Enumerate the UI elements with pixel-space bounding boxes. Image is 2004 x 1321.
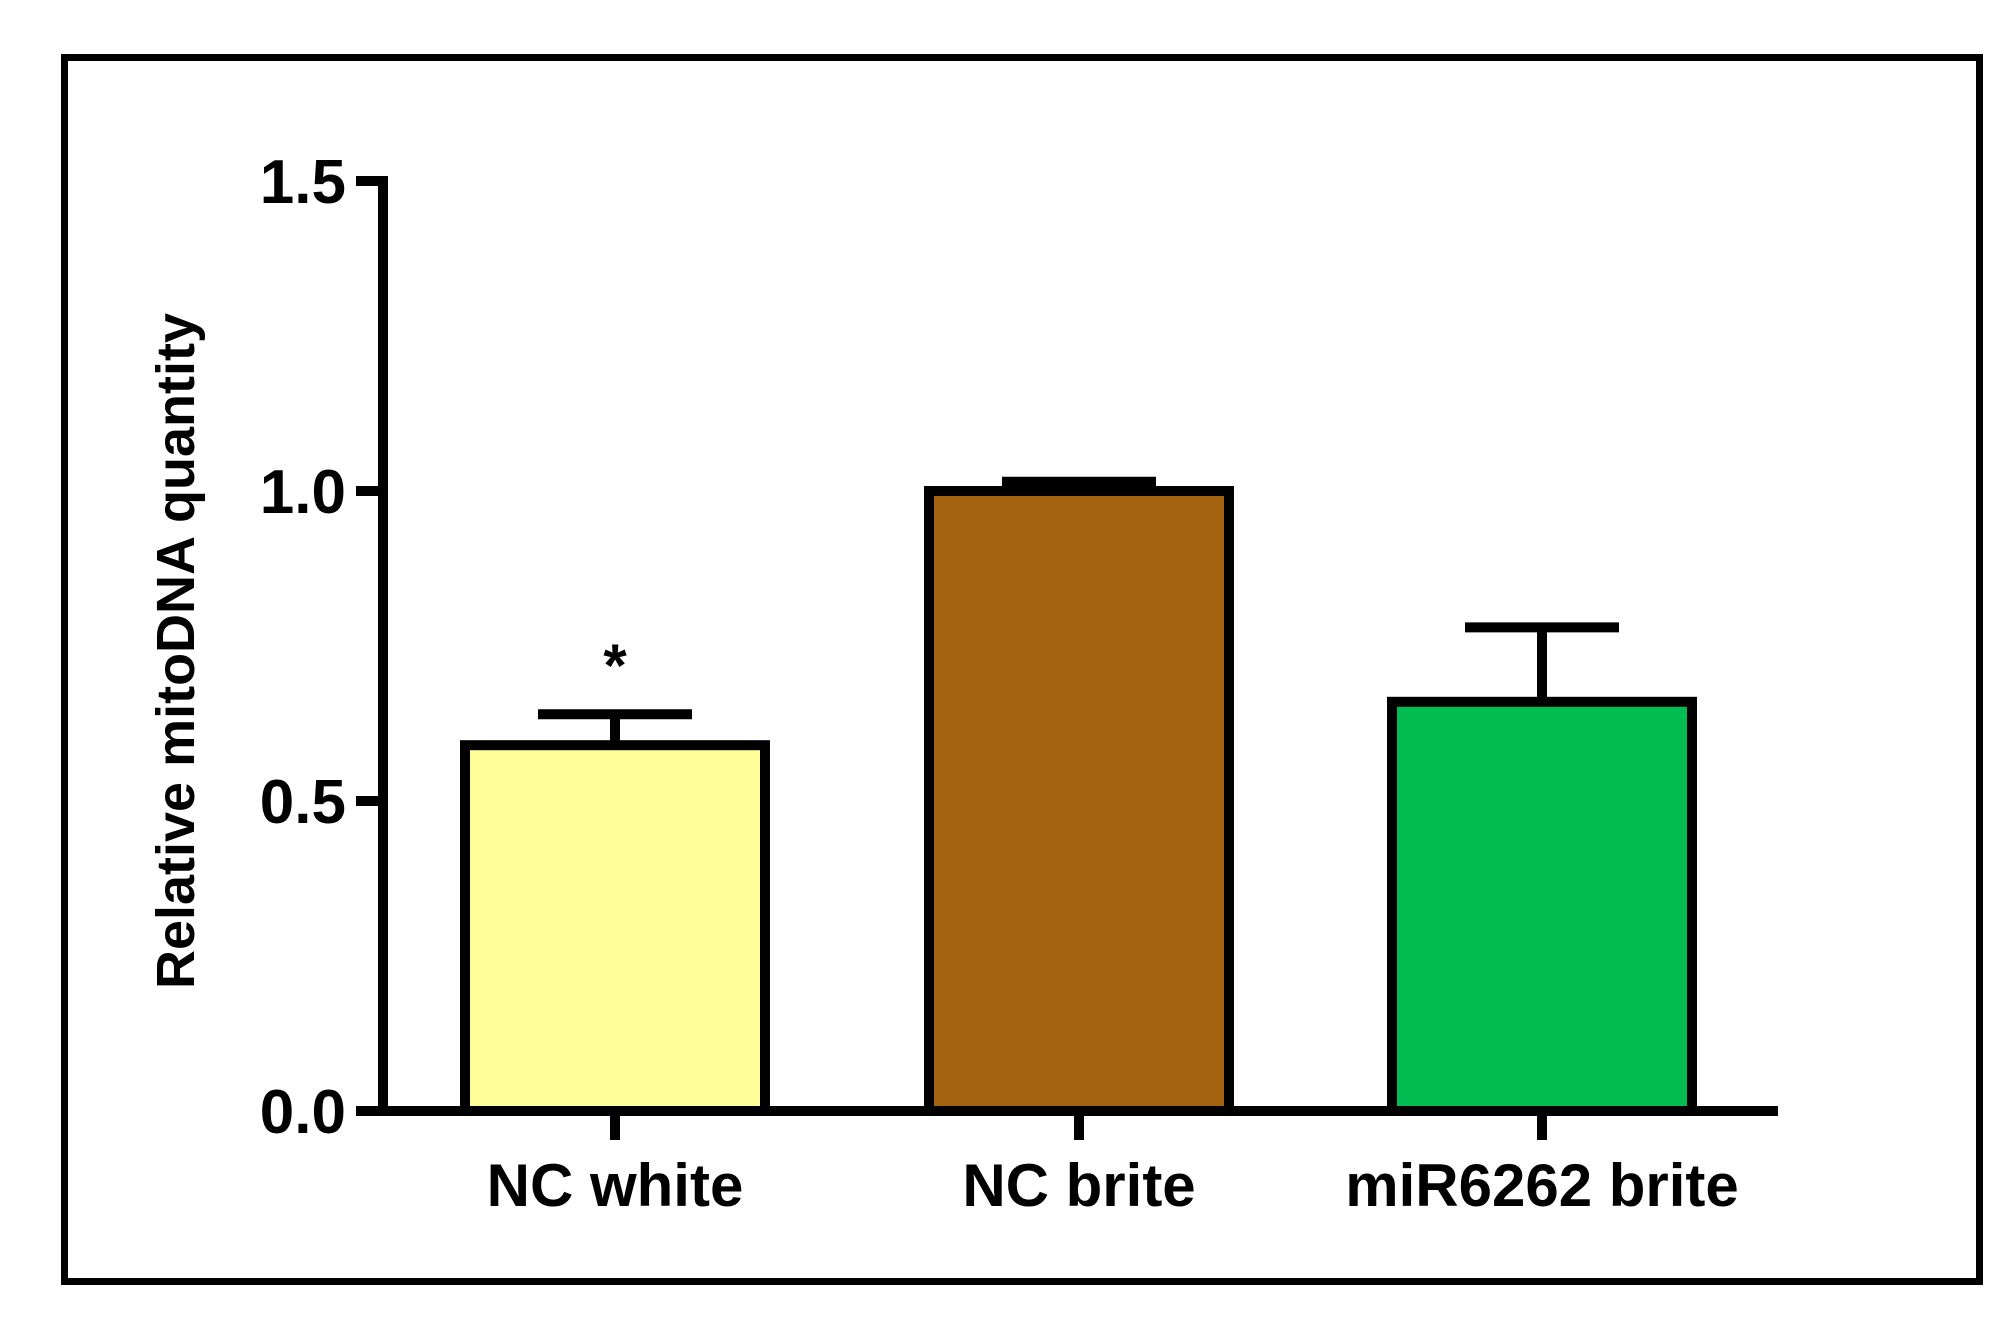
y-axis-title: Relative mitoDNA quantity <box>146 313 206 989</box>
y-tick-label: 1.5 <box>260 148 346 217</box>
bar-mir6262-brite <box>1387 696 1697 1116</box>
figure-border <box>61 54 1983 1285</box>
x-axis-ticks: NC white NC brite miR6262 brite <box>487 1111 1739 1219</box>
y-tick-label: 0.5 <box>260 768 346 837</box>
bar-nc-brite <box>924 486 1234 1116</box>
bars-group <box>460 486 1697 1116</box>
y-axis-ticks: 0.0 0.5 1.0 1.5 <box>260 148 388 1147</box>
error-bars-group <box>538 476 1619 746</box>
x-tick-label: miR6262 brite <box>1345 1152 1739 1219</box>
y-tick-label: 1.0 <box>260 458 346 527</box>
significance-marker: * <box>603 632 627 699</box>
x-tick-label: NC white <box>487 1152 744 1219</box>
annotations-group: * <box>603 632 627 699</box>
y-tick-label: 0.0 <box>260 1078 346 1147</box>
x-tick-label: NC brite <box>962 1152 1195 1219</box>
bar-nc-white <box>460 740 770 1116</box>
